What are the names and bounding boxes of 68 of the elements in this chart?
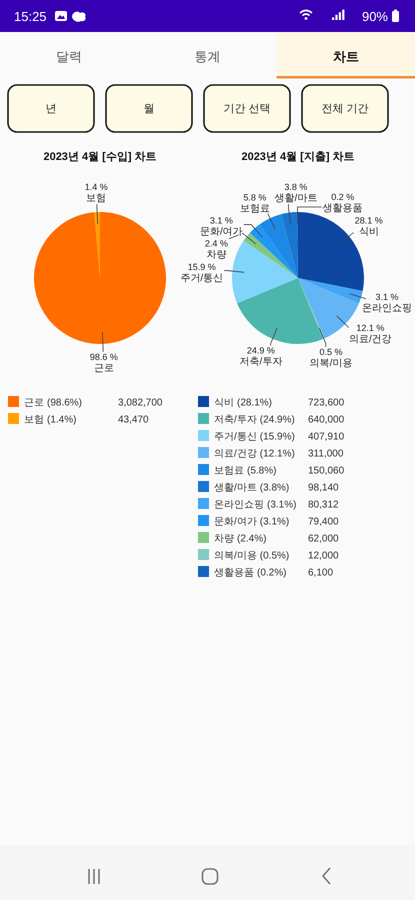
data-label: 98,140 xyxy=(308,482,339,494)
tab-label: 통계 xyxy=(194,49,220,64)
slice-label: 생활용품 xyxy=(322,203,363,214)
data-label: 62,000 xyxy=(308,534,339,544)
tab-label: 달력 xyxy=(56,49,82,64)
legend-label: 문화/여가 xyxy=(214,516,257,528)
data-label: 12,000 xyxy=(308,550,339,562)
button: 기간 선택 xyxy=(203,84,291,133)
slice-label: 24.9 % 저축/투자 xyxy=(240,328,282,368)
slice-label: 1.4 % 보험 xyxy=(84,182,108,224)
data-label: 43,470 xyxy=(118,414,149,426)
slice-label: 주거/통신 xyxy=(180,272,224,284)
data-label: 3,082,700 xyxy=(118,398,162,408)
data-label: 80,312 xyxy=(308,500,339,510)
legend-item: 차량 (2.4%) 62,000 xyxy=(198,532,339,544)
data-label: 640,000 xyxy=(308,414,344,426)
legend-label: 의복/미용 xyxy=(214,550,257,562)
slice-label: 저축/투자 xyxy=(240,356,282,368)
legend-label: 의료/건강 xyxy=(214,448,257,460)
slice-label: 5.8 % 보험료 xyxy=(240,192,276,230)
status-battery-level: 90% xyxy=(362,9,388,24)
legend-label: 보험료 xyxy=(214,466,244,476)
legend-item: 의복/미용 (0.5%) 12,000 xyxy=(198,549,339,562)
slice-label: 의복/미용 xyxy=(310,358,352,369)
legend-label: 보험 xyxy=(24,414,44,426)
legend-label: 생활/마트 xyxy=(214,482,257,494)
slice-label: 온라인쇼핑 xyxy=(362,302,412,314)
legend-item: 저축/투자 (24.9%) 640,000 xyxy=(198,413,344,426)
data-label: 407,910 xyxy=(308,432,344,442)
legend-label: 근로 xyxy=(24,398,44,408)
legend-label: 주거/통신 xyxy=(214,432,257,442)
button: 월 xyxy=(105,84,193,133)
status-time: 15:25 xyxy=(14,9,47,24)
legend-item: 보험 (1.4%) 43,470 xyxy=(8,413,149,426)
slice-label: 28.1 % 식비 xyxy=(339,215,383,244)
legend-label: 온라인쇼핑 xyxy=(214,500,264,510)
legend-item: 식비 (28.1%) 723,600 xyxy=(198,396,344,408)
slice-label: 생활/마트 xyxy=(274,193,318,204)
tab-label: 차트 xyxy=(332,49,359,64)
data-label: 723,600 xyxy=(308,398,344,408)
legend-item: 온라인쇼핑 (3.1%) 80,312 xyxy=(198,498,339,510)
legend-label: 생활용품 xyxy=(214,568,254,578)
legend-item: 생활/마트 (3.8%) 98,140 xyxy=(198,481,339,494)
legend-item: 생활용품 (0.2%) 6,100 xyxy=(198,566,334,578)
legend-item: 의료/건강 (12.1%) 311,000 xyxy=(198,447,344,460)
legend-item: 근로 (98.6%) 3,082,700 xyxy=(8,396,162,408)
button: 년 xyxy=(7,84,95,133)
data-label: 311,000 xyxy=(308,448,344,460)
legend-item: 주거/통신 (15.9%) 407,910 xyxy=(198,430,344,442)
slice-label: 15.9 % 주거/통신 xyxy=(180,262,245,284)
slice-label: 근로 xyxy=(94,362,114,374)
chart-title: 2023년 4월 [수입] 차트 xyxy=(43,151,157,163)
slice-label: 보험료 xyxy=(240,203,270,214)
chart-title: 2023년 4월 [지출] 차트 xyxy=(241,151,355,163)
data-label: 150,060 xyxy=(308,466,344,476)
legend-label: 저축/투자 xyxy=(214,414,257,426)
slice-label: 3.8 % 생활/마트 xyxy=(274,182,318,225)
legend-item: 문화/여가 (3.1%) 79,400 xyxy=(198,515,339,528)
slice-label: 3.1 % 온라인쇼핑 xyxy=(349,292,412,314)
data-label: 6,100 xyxy=(308,568,334,578)
legend-item: 보험료 (5.8%) 150,060 xyxy=(198,464,344,476)
legend-label: 차량 xyxy=(214,534,234,544)
slice-label: 보험 xyxy=(86,193,106,204)
button: 전체 기간 xyxy=(301,84,389,133)
slice-label: 98.6 % 근로 xyxy=(90,332,118,374)
slice-label: 식비 xyxy=(358,226,379,238)
legend-label: 식비 xyxy=(214,398,234,408)
data-label: 79,400 xyxy=(308,516,339,528)
